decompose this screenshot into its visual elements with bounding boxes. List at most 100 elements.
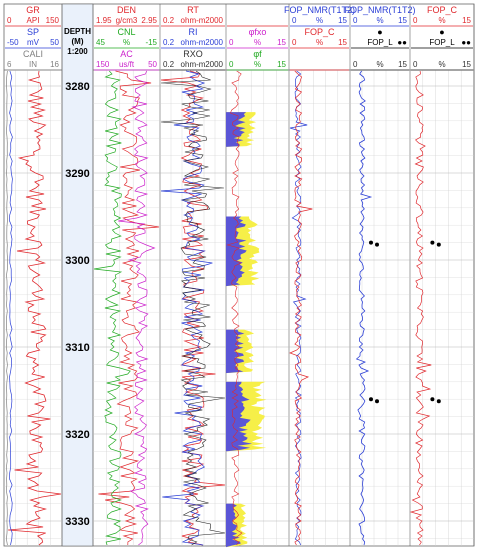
fop-c-curve-2 [409, 70, 432, 546]
scale-unit: IN [29, 60, 37, 69]
scale-min: 0.2 [163, 16, 175, 25]
scale-unit: g/cm3 [116, 16, 138, 25]
scale-min: 150 [96, 60, 110, 69]
depth-header: DEPTH(M)1:200 [64, 27, 91, 56]
depth-tick-label: 3280 [65, 81, 89, 93]
scale-max: 2.95 [141, 16, 157, 25]
scale-unit: % [438, 60, 445, 69]
scale-max: 2000 [205, 38, 223, 47]
scale-unit: % [438, 16, 445, 25]
scale-max: 15 [338, 38, 347, 47]
curve-name: FOP_C [304, 27, 335, 37]
scale-min: 0 [353, 16, 358, 25]
fop-nmr-curve [289, 70, 308, 546]
curve-name: FOP_NMR(T1T2) [344, 5, 415, 15]
scale-unit: % [316, 16, 323, 25]
curve-name: DEN [117, 5, 136, 15]
rt-curve [160, 70, 226, 546]
cali-curve [5, 70, 8, 546]
porosity-fill-group [226, 112, 267, 548]
scale-max: ●● [461, 38, 471, 47]
scale-max: 15 [462, 16, 471, 25]
track-header-t1: GR 0 API 150 SP -50 mV 50 CALI 6 IN 16 [5, 5, 61, 71]
scale-max: 15 [398, 60, 407, 69]
scale-unit: % [376, 16, 383, 25]
track-header-t5: φfxo 0% 15 φf 0% 15 [227, 25, 288, 71]
scale-max: ●● [397, 38, 407, 47]
curve-name: ● [439, 27, 444, 37]
scale-min: -50 [7, 38, 19, 47]
scale-min: 0 [292, 16, 297, 25]
scale-max: -15 [145, 38, 157, 47]
scale-unit: API [27, 16, 40, 25]
porosity-curve [226, 70, 243, 546]
scale-min: 0 [413, 60, 418, 69]
ri-curve [160, 70, 213, 546]
scale-unit: us/ft [119, 60, 135, 69]
curve-name: FOP_C [427, 5, 458, 15]
curve-name: CNL [117, 27, 135, 37]
scale-unit: ohm-m [181, 16, 206, 25]
svg-text:1:200: 1:200 [67, 47, 88, 56]
scale-max: 2000 [205, 16, 223, 25]
scale-max: 16 [50, 60, 59, 69]
svg-text:DEPTH: DEPTH [64, 27, 91, 36]
track-header-t7: FOP_NMR(T1T2)0% 15●FOP_L ●●0% 15 [344, 5, 416, 71]
scale-min: 0 [229, 60, 234, 69]
curve-name: φf [253, 49, 262, 59]
cnl-curve [93, 70, 131, 546]
sp-curve [9, 70, 13, 546]
fop-l-dot [375, 399, 379, 404]
fop-l-dot [436, 399, 441, 404]
depth-tick-label: 3300 [65, 255, 89, 267]
curve-name: CALI [23, 49, 43, 59]
scale-max: 150 [46, 16, 60, 25]
scale-min: 6 [7, 60, 12, 69]
curve-name: RT [187, 5, 199, 15]
curve-name: RI [189, 27, 198, 37]
curve-name: SP [27, 27, 39, 37]
fop-l-dot [369, 397, 373, 402]
scale-min: 45 [96, 38, 105, 47]
fop-nmr-curve-2 [355, 70, 373, 546]
fop-l-dot [375, 242, 379, 247]
scale-min: 1.95 [96, 16, 112, 25]
den-curve [98, 70, 160, 546]
depth-tick-label: 3320 [65, 429, 89, 441]
scale-min: 0.2 [163, 60, 175, 69]
svg-text:(M): (M) [72, 37, 84, 46]
curve-name: ● [377, 27, 382, 37]
scale-unit: ohm-m [181, 38, 206, 47]
curve-name: φfxo [249, 27, 267, 37]
scale-unit: FOP_L [367, 38, 393, 47]
scale-unit: % [376, 60, 383, 69]
scale-max: 2000 [205, 60, 223, 69]
scale-min: 0 [292, 38, 297, 47]
fop-l-dot [369, 240, 373, 245]
scale-max: 15 [338, 16, 347, 25]
curve-name: AC [120, 49, 133, 59]
gr-curve [8, 70, 62, 546]
scale-min: 0 [7, 16, 12, 25]
scale-min: 0 [413, 16, 418, 25]
ac-curve [118, 70, 156, 546]
curve-name: GR [26, 5, 40, 15]
scale-max: 15 [277, 38, 286, 47]
scale-max: 50 [148, 60, 157, 69]
rxo-curve [160, 70, 226, 546]
scale-unit: % [316, 38, 323, 47]
scale-max: 15 [277, 60, 286, 69]
curve-name: RXO [183, 49, 203, 59]
scale-max: 15 [462, 60, 471, 69]
scale-min: 0 [229, 38, 234, 47]
fop-l-dot [430, 240, 435, 245]
scale-unit: ohm-m [181, 60, 206, 69]
scale-unit: % [254, 60, 261, 69]
scale-max: 50 [50, 38, 59, 47]
scale-unit: FOP_L [429, 38, 455, 47]
scale-min: 0 [353, 60, 358, 69]
